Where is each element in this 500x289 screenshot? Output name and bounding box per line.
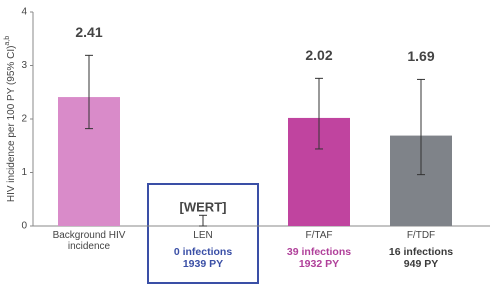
value-label: 2.41 [75, 24, 102, 40]
annotation: [WERT] [180, 200, 227, 215]
y-tick-label: 4 [21, 7, 27, 18]
person-years-label: 949 PY [403, 258, 439, 270]
infections-label: 39 infections [286, 246, 352, 258]
x-tick-label: LEN [193, 230, 213, 241]
y-label-superscript: a,b [4, 36, 11, 46]
person-years-label: 1932 PY [298, 258, 340, 270]
x-tick-label: F/TDF [406, 230, 436, 241]
value-label: 2.02 [305, 47, 332, 63]
y-axis-title: HIV incidence per 100 PY (95% CI)a,b [4, 36, 17, 202]
person-years-label: 1939 PY [182, 258, 224, 270]
y-tick-label: 3 [21, 60, 27, 71]
x-tick-label: F/TAF [305, 230, 333, 241]
infections-label: 0 infections [173, 246, 233, 258]
y-tick-label: 1 [21, 167, 27, 178]
infections-label: 16 infections [388, 246, 454, 258]
value-label: 1.69 [407, 48, 434, 64]
x-tick-label: Background HIV incidence [52, 230, 126, 252]
y-tick-label: 0 [21, 221, 27, 232]
y-label: HIV incidence per 100 PY (95% CI) [6, 46, 17, 203]
highlight-box [147, 183, 259, 284]
y-tick-label: 2 [21, 114, 27, 125]
